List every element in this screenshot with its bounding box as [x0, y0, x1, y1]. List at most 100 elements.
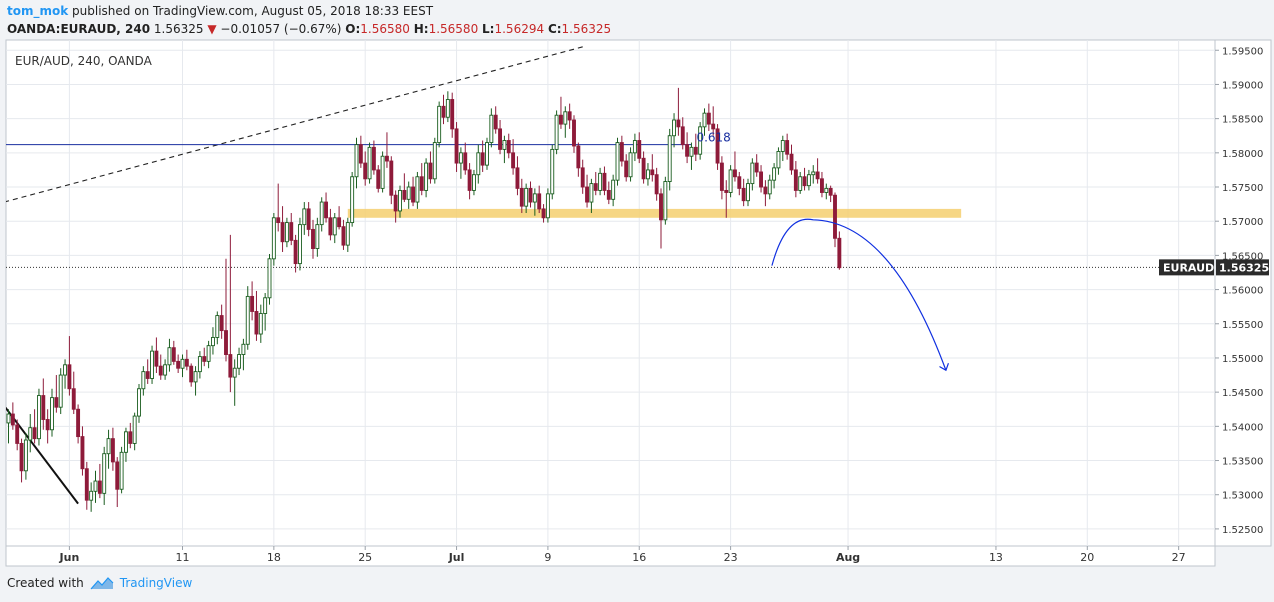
candle-body-up	[132, 415, 137, 444]
candle-body-up	[698, 126, 703, 155]
candle-body-up	[398, 189, 402, 212]
candle-body-down	[737, 176, 742, 189]
projection-path[interactable]	[771, 218, 946, 370]
candle-body-up	[485, 142, 489, 166]
candle-body-down	[680, 126, 685, 146]
candle-body-up	[811, 171, 816, 176]
time-axis[interactable]	[5, 545, 1216, 567]
x-tick-label: 9	[544, 551, 551, 564]
candle-body-up	[563, 111, 568, 125]
candle-body-down	[828, 187, 833, 196]
candle-body-down	[711, 123, 716, 130]
candle-body-up	[380, 155, 385, 189]
candle-body-down	[306, 208, 311, 230]
candle-body-down	[341, 226, 346, 246]
dashed-trendline	[6, 46, 583, 203]
candle-body-up	[315, 224, 320, 250]
candle-body-up	[150, 350, 155, 379]
candle-body-down	[176, 360, 181, 369]
support-zone[interactable]	[347, 208, 962, 218]
candle-body-up	[258, 313, 263, 335]
y-tick-label: 1.56500	[1222, 251, 1263, 262]
candle-body-up	[210, 336, 215, 347]
candle-body-up	[263, 297, 268, 314]
candle-body-up	[780, 140, 785, 152]
candle-body-up	[241, 343, 246, 355]
candle-body-up	[476, 152, 481, 176]
x-axis-labels: Jun 11 18 25 Jul 9 16 23 Aug 13 20 27	[59, 546, 1186, 564]
candle-body-down	[820, 178, 824, 193]
candle-body-up	[550, 148, 555, 195]
tradingview-link[interactable]: TradingView	[119, 576, 193, 590]
candle-body-down	[71, 388, 76, 410]
candle-body-up	[750, 162, 755, 185]
x-tick-label: Jul	[448, 551, 465, 564]
candle-body-down	[110, 438, 115, 463]
candle-body-up	[445, 99, 450, 118]
candle-body-up	[123, 431, 128, 453]
candle-body-up	[50, 397, 54, 431]
candle-body-down	[84, 468, 89, 501]
candle-body-up	[806, 174, 811, 187]
y-tick-label: 1.53000	[1222, 491, 1263, 502]
y-tick-label: 1.54500	[1222, 388, 1263, 399]
candle-body-down	[519, 187, 524, 207]
candle-body-down	[733, 169, 737, 178]
open-value: 1.56580	[360, 22, 410, 36]
candle-body-down	[450, 99, 455, 130]
candle-body-down	[606, 189, 611, 200]
candle-body-up	[345, 222, 350, 246]
x-tick-label: 13	[989, 551, 1003, 564]
x-tick-label: 23	[724, 551, 738, 564]
candle-body-down	[337, 217, 342, 228]
plot-area[interactable]	[5, 39, 1216, 547]
candle-body-up	[663, 181, 668, 221]
created-with-text: Created with	[7, 576, 84, 590]
candle-body-down	[454, 128, 459, 164]
candle-body-up	[628, 152, 633, 178]
candle-body-down	[706, 112, 711, 125]
price-axis[interactable]	[1214, 39, 1272, 547]
candle-body-down	[493, 114, 498, 130]
symbol-tag: EURAUD	[1163, 261, 1214, 274]
candle-body-down	[785, 140, 790, 155]
candle-body-up	[524, 187, 529, 207]
y-axis-labels: 1.59500 1.59000 1.58500 1.58000 1.57500 1.570…	[1215, 46, 1263, 536]
candle-body-down	[41, 395, 46, 420]
candle-body-down	[837, 237, 842, 269]
candle-body-down	[676, 119, 681, 128]
candle-body-down	[741, 187, 746, 202]
y-tick-label: 1.59000	[1222, 80, 1263, 91]
candle-body-down	[559, 114, 563, 125]
candle-body-down	[67, 364, 72, 390]
x-tick-label: Aug	[836, 551, 860, 564]
solid-trendline	[6, 406, 79, 505]
candle-body-up	[28, 427, 33, 441]
candle-body-up	[193, 371, 198, 383]
candle-body-up	[545, 193, 550, 219]
candle-body-up	[611, 179, 616, 200]
symbol-label[interactable]: OANDA:EURAUD, 240	[7, 22, 151, 36]
candle-body-up	[93, 480, 98, 492]
low-label: L:	[482, 22, 495, 36]
author-link[interactable]: tom_mok	[7, 4, 69, 18]
candle-body-up	[302, 208, 307, 226]
candle-body-down	[480, 152, 485, 166]
drawing-lines[interactable]	[4, 46, 1215, 505]
candle-body-up	[332, 217, 337, 236]
y-tick-label: 1.58000	[1222, 149, 1263, 160]
candle-body-up	[437, 105, 442, 144]
candle-body-down	[376, 169, 381, 189]
candle-body-down	[593, 183, 598, 191]
candle-body-up	[284, 222, 289, 243]
candle-body-up	[102, 453, 107, 494]
candle-body-down	[276, 217, 281, 224]
candle-body-down	[515, 167, 520, 189]
candle-body-down	[145, 371, 150, 379]
candle-body-down	[15, 424, 20, 444]
grid-lines	[6, 40, 1215, 546]
candle-body-up	[646, 169, 650, 180]
candle-body-down	[80, 436, 85, 470]
candle-body-up	[767, 179, 772, 195]
